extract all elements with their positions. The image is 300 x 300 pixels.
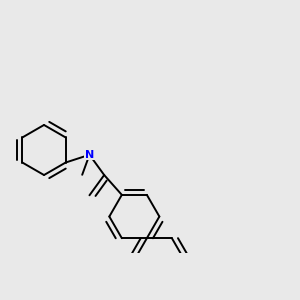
Text: N: N — [85, 150, 94, 160]
